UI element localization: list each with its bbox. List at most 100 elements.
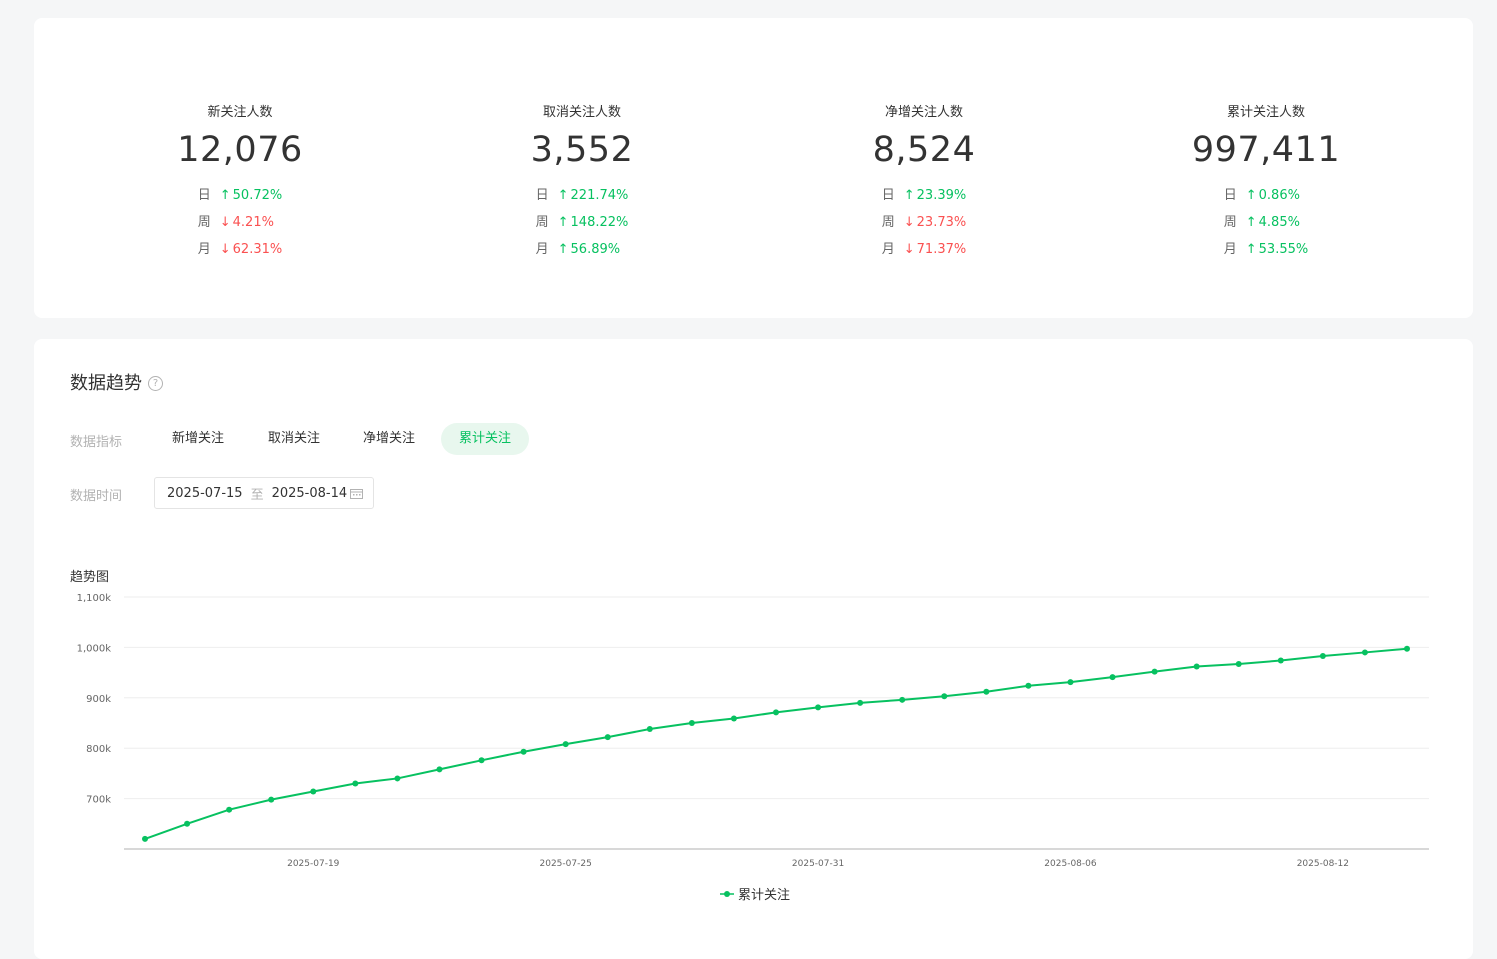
trend-arrow-icon: ↓ bbox=[219, 242, 231, 257]
chart-title: 趋势图 bbox=[70, 570, 110, 585]
data-point[interactable] bbox=[520, 748, 527, 755]
change-percent: 23.39% bbox=[916, 188, 967, 203]
data-point[interactable] bbox=[941, 693, 948, 700]
period-label: 月 bbox=[881, 242, 895, 257]
data-point[interactable] bbox=[730, 715, 737, 722]
metric-value: 3,552 bbox=[530, 130, 634, 170]
data-point[interactable] bbox=[899, 696, 906, 703]
metric-selector-label: 数据指标 bbox=[70, 435, 123, 450]
change-value: ↑ 50.72% bbox=[220, 182, 282, 209]
data-point[interactable] bbox=[352, 780, 359, 787]
metric-total-followers: 累计关注人数 997,411 日 ↑ 0.86% 周 ↑ 4.85% 月 ↑ 53.55% bbox=[1116, 104, 1416, 263]
change-row-month: 月 ↓ 62.31% bbox=[198, 236, 282, 263]
data-point[interactable] bbox=[1109, 674, 1116, 681]
change-row-month: 月 ↓ 71.37% bbox=[882, 236, 966, 263]
data-point[interactable] bbox=[1067, 679, 1074, 686]
date-end-input[interactable]: 2025-08-14 bbox=[271, 485, 348, 501]
data-point[interactable] bbox=[184, 820, 191, 827]
data-point[interactable] bbox=[1277, 657, 1284, 664]
period-label: 月 bbox=[535, 242, 549, 257]
trend-arrow-icon: ↓ bbox=[903, 242, 915, 257]
data-point[interactable] bbox=[773, 709, 779, 716]
change-value: ↓ 4.21% bbox=[220, 209, 274, 236]
metric-label: 新关注人数 bbox=[207, 105, 273, 120]
trend-title-text: 数据趋势 bbox=[70, 373, 142, 394]
date-range-label: 数据时间 bbox=[70, 489, 123, 504]
data-point[interactable] bbox=[436, 766, 443, 773]
data-point[interactable] bbox=[1151, 668, 1158, 675]
help-icon[interactable]: ? bbox=[148, 376, 163, 391]
x-tick-label: 2025-07-19 bbox=[287, 859, 340, 869]
period-label: 周 bbox=[1223, 215, 1237, 230]
metric-value: 12,076 bbox=[177, 130, 303, 170]
tab-unfollow[interactable]: 取消关注 bbox=[268, 431, 321, 446]
change-row-week: 周 ↑ 148.22% bbox=[536, 209, 629, 236]
data-point[interactable] bbox=[983, 688, 990, 695]
data-point[interactable] bbox=[646, 726, 653, 733]
data-point[interactable] bbox=[310, 788, 317, 795]
data-point[interactable] bbox=[1361, 649, 1368, 656]
data-point[interactable] bbox=[226, 806, 233, 813]
trend-section-title: 数据趋势 ? bbox=[70, 369, 163, 395]
chart-legend[interactable]: 累计关注 bbox=[720, 884, 790, 903]
data-point[interactable] bbox=[478, 757, 485, 764]
metric-label: 净增关注人数 bbox=[884, 105, 963, 120]
change-percent: 23.73% bbox=[916, 215, 967, 230]
change-value: ↑ 0.86% bbox=[1246, 182, 1300, 209]
date-separator: 至 bbox=[250, 487, 264, 503]
data-point[interactable] bbox=[394, 775, 401, 782]
change-value: ↑ 148.22% bbox=[558, 209, 629, 236]
tab-new-follow[interactable]: 新增关注 bbox=[172, 431, 225, 446]
data-point[interactable] bbox=[1193, 663, 1200, 670]
period-label: 月 bbox=[1223, 242, 1237, 257]
date-range-picker[interactable]: 2025-07-15 至 2025-08-14 bbox=[154, 477, 374, 509]
y-tick-label: 800k bbox=[86, 744, 111, 755]
data-point[interactable] bbox=[688, 720, 695, 726]
data-point[interactable] bbox=[142, 835, 148, 842]
y-tick-label: 900k bbox=[86, 694, 111, 705]
trend-arrow-icon: ↑ bbox=[1245, 215, 1257, 230]
date-start-input[interactable]: 2025-07-15 bbox=[167, 485, 243, 501]
trend-arrow-icon: ↑ bbox=[219, 188, 231, 203]
metric-net-followers: 净增关注人数 8,524 日 ↑ 23.39% 周 ↓ 23.73% 月 ↓ 71.37% bbox=[774, 104, 1074, 263]
tab-total-follow[interactable]: 累计关注 bbox=[441, 423, 530, 455]
change-row-month: 月 ↑ 53.55% bbox=[1224, 236, 1308, 263]
trend-arrow-icon: ↑ bbox=[1245, 242, 1257, 257]
trend-arrow-icon: ↓ bbox=[903, 215, 915, 230]
trend-chart: 700k 800k 900k 1,000k 1,100k 2025-07-19 2025-0… bbox=[77, 593, 1429, 869]
change-percent: 4.21% bbox=[232, 215, 274, 230]
data-point[interactable] bbox=[857, 699, 864, 706]
metric-unfollowers: 取消关注人数 3,552 日 ↑ 221.74% 周 ↑ 148.22% 月 ↑ 56.89… bbox=[432, 104, 732, 263]
period-label: 日 bbox=[1223, 188, 1237, 203]
data-point[interactable] bbox=[1404, 645, 1410, 652]
period-label: 月 bbox=[197, 242, 211, 257]
change-value: ↑ 23.39% bbox=[904, 182, 966, 209]
change-percent: 221.74% bbox=[570, 188, 629, 203]
trend-card: 数据趋势 ? 数据指标 新增关注 取消关注 净增关注 累计关注 数据时间 202… bbox=[34, 339, 1473, 959]
change-row-day: 日 ↑ 221.74% bbox=[536, 182, 629, 209]
metric-new-followers: 新关注人数 12,076 日 ↑ 50.72% 周 ↓ 4.21% 月 ↓ 62.31% bbox=[90, 104, 390, 263]
y-tick-label: 1,000k bbox=[77, 643, 112, 654]
tab-net-follow[interactable]: 净增关注 bbox=[363, 431, 416, 446]
change-row-day: 日 ↑ 23.39% bbox=[882, 182, 966, 209]
metric-changes: 日 ↑ 0.86% 周 ↑ 4.85% 月 ↑ 53.55% bbox=[1224, 182, 1308, 263]
change-value: ↑ 4.85% bbox=[1246, 209, 1300, 236]
change-percent: 148.22% bbox=[570, 215, 629, 230]
x-tick-label: 2025-08-12 bbox=[1297, 859, 1349, 869]
data-point[interactable] bbox=[562, 741, 569, 748]
data-point[interactable] bbox=[1235, 661, 1242, 668]
change-row-month: 月 ↑ 56.89% bbox=[536, 236, 629, 263]
trend-arrow-icon: ↑ bbox=[557, 242, 569, 257]
change-percent: 50.72% bbox=[232, 188, 283, 203]
data-point[interactable] bbox=[815, 704, 822, 711]
metric-value: 997,411 bbox=[1191, 130, 1341, 170]
metric-value: 8,524 bbox=[872, 130, 976, 170]
change-row-day: 日 ↑ 0.86% bbox=[1224, 182, 1308, 209]
data-point[interactable] bbox=[1319, 652, 1326, 659]
change-percent: 0.86% bbox=[1258, 188, 1300, 203]
calendar-icon[interactable] bbox=[350, 488, 363, 499]
data-point[interactable] bbox=[604, 734, 611, 741]
data-point[interactable] bbox=[1025, 682, 1032, 689]
data-point[interactable] bbox=[268, 796, 275, 803]
x-tick-label: 2025-07-25 bbox=[540, 859, 592, 869]
